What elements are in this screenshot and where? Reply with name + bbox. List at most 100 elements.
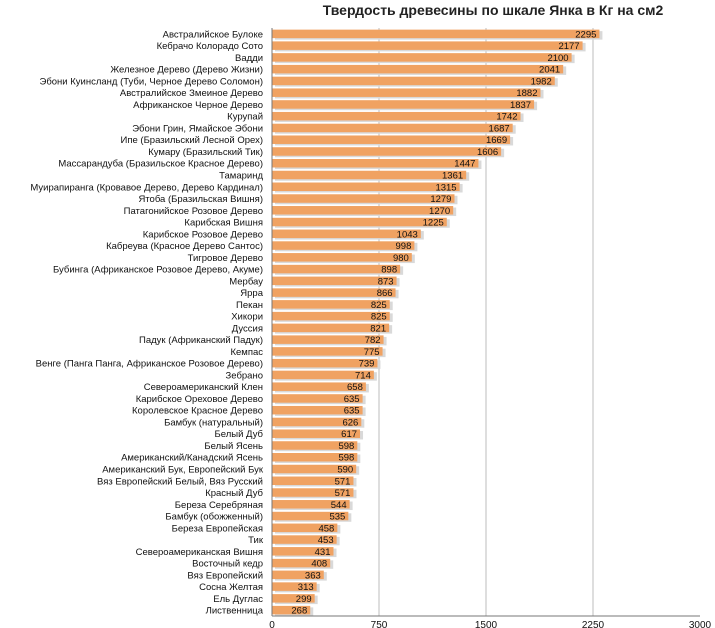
bar: [272, 441, 358, 450]
value-label: 980: [393, 253, 409, 264]
category-label: Африканское Черное Дерево: [133, 100, 263, 111]
value-label: 1687: [489, 123, 510, 134]
x-tick-label: 0: [269, 620, 275, 628]
value-label: 2041: [539, 65, 560, 76]
category-label: Вадди: [235, 53, 263, 64]
category-label: Австралийское Змеиное Дерево: [120, 88, 263, 99]
bar: [272, 464, 357, 474]
value-label: 1882: [516, 88, 537, 99]
value-label: 782: [365, 335, 381, 346]
category-label: Бубинга (Африканское Розовое Дерево, Аку…: [53, 265, 263, 276]
x-axis: 0 750 1500 2250 3000: [269, 28, 712, 628]
category-label: Береза Серебряная: [175, 500, 263, 511]
value-label: 1669: [486, 135, 507, 146]
bar: [272, 288, 396, 297]
bar: [272, 405, 363, 415]
value-label: 873: [378, 276, 394, 287]
bar: [272, 335, 384, 344]
value-label: 1837: [510, 100, 531, 111]
bar: [272, 64, 564, 74]
bar: [272, 206, 454, 215]
category-label: Американский/Канадский Ясень: [121, 453, 263, 464]
value-label: 1606: [477, 147, 498, 158]
category-label: Кабреува (Красное Дерево Сантос): [106, 241, 263, 252]
bar: [272, 76, 555, 86]
category-label: Американский Бук, Европейский Бук: [102, 465, 264, 476]
bar: [272, 53, 572, 62]
bar: [272, 535, 337, 544]
bar: [272, 452, 358, 462]
bar: [272, 276, 397, 286]
value-label: 998: [396, 241, 412, 252]
category-label: Вяз Европейский Белый, Вяз Русский: [97, 476, 263, 487]
value-label: 590: [337, 465, 353, 476]
bars-group: [272, 29, 603, 616]
value-label: 1270: [429, 206, 450, 217]
bar: [272, 300, 390, 309]
category-label: Ярра: [240, 288, 263, 299]
category-label: Королевское Красное Дерево: [132, 406, 263, 417]
value-label: 1043: [397, 229, 418, 240]
value-label: 299: [296, 594, 312, 605]
category-label: Мербау: [229, 276, 263, 287]
bar: [272, 370, 374, 380]
value-label: 775: [364, 347, 380, 358]
category-label: Ятоба (Бразильская Вишня): [138, 194, 263, 205]
bar: [272, 347, 383, 356]
value-label: 658: [347, 382, 363, 393]
category-label: Ипе (Бразильский Лесной Орех): [121, 135, 263, 146]
value-label: 898: [381, 265, 397, 276]
category-label: Бамбук (обожженный): [165, 512, 263, 523]
category-label: Вяз Европейский: [187, 570, 263, 581]
category-label: Береза Европейская: [172, 523, 263, 534]
bar: [272, 605, 311, 615]
category-label: Кемпас: [230, 347, 263, 358]
value-label: 2177: [558, 41, 579, 52]
value-label: 714: [355, 370, 371, 381]
value-label: 458: [318, 523, 334, 534]
category-label: Белый Дуб: [215, 429, 264, 440]
bar: [272, 429, 361, 438]
bar: [272, 382, 366, 391]
category-label: Лиственница: [206, 606, 264, 617]
bar: [272, 558, 331, 568]
category-label: Восточный кедр: [192, 559, 263, 570]
bar: [272, 241, 415, 250]
bar: [272, 253, 412, 262]
category-label: Патагонийское Розовое Дерево: [124, 206, 263, 217]
category-label: Белый Ясень: [204, 441, 263, 452]
value-label: 1742: [496, 112, 517, 123]
category-label: Хикори: [231, 312, 263, 323]
value-label: 825: [371, 312, 387, 323]
value-label: 363: [305, 570, 321, 581]
value-label: 1315: [435, 182, 456, 193]
bar: [272, 547, 334, 556]
value-label: 571: [335, 488, 351, 499]
bar: [272, 147, 502, 156]
bar: [272, 111, 521, 121]
value-label: 866: [377, 288, 393, 299]
category-label: Венге (Панга Панга, Африканское Розовое …: [36, 359, 263, 370]
value-label: 431: [315, 547, 331, 558]
bar: [272, 417, 362, 427]
bar: [272, 135, 511, 144]
bar: [272, 41, 583, 50]
bar: [272, 194, 455, 203]
value-label: 598: [338, 453, 354, 464]
category-label: Сосна Желтая: [199, 582, 263, 593]
value-label: 825: [371, 300, 387, 311]
value-label: 408: [311, 559, 327, 570]
bar: [272, 476, 354, 486]
category-label: Курупай: [227, 112, 263, 123]
bar: [272, 394, 363, 403]
value-label: 739: [359, 359, 375, 370]
category-label: Массарандуба (Бразильское Красное Дерево…: [58, 159, 263, 170]
category-label: Дуссия: [232, 323, 263, 334]
value-label: 635: [344, 394, 360, 405]
value-labels: 2295217721002041198218821837174216871669…: [291, 29, 596, 616]
category-label: Эбони Грин, Ямайское Эбони: [132, 123, 263, 134]
bar: [272, 123, 513, 133]
category-label: Красный Дуб: [205, 488, 263, 499]
bar: [272, 88, 541, 97]
value-label: 626: [342, 417, 358, 428]
